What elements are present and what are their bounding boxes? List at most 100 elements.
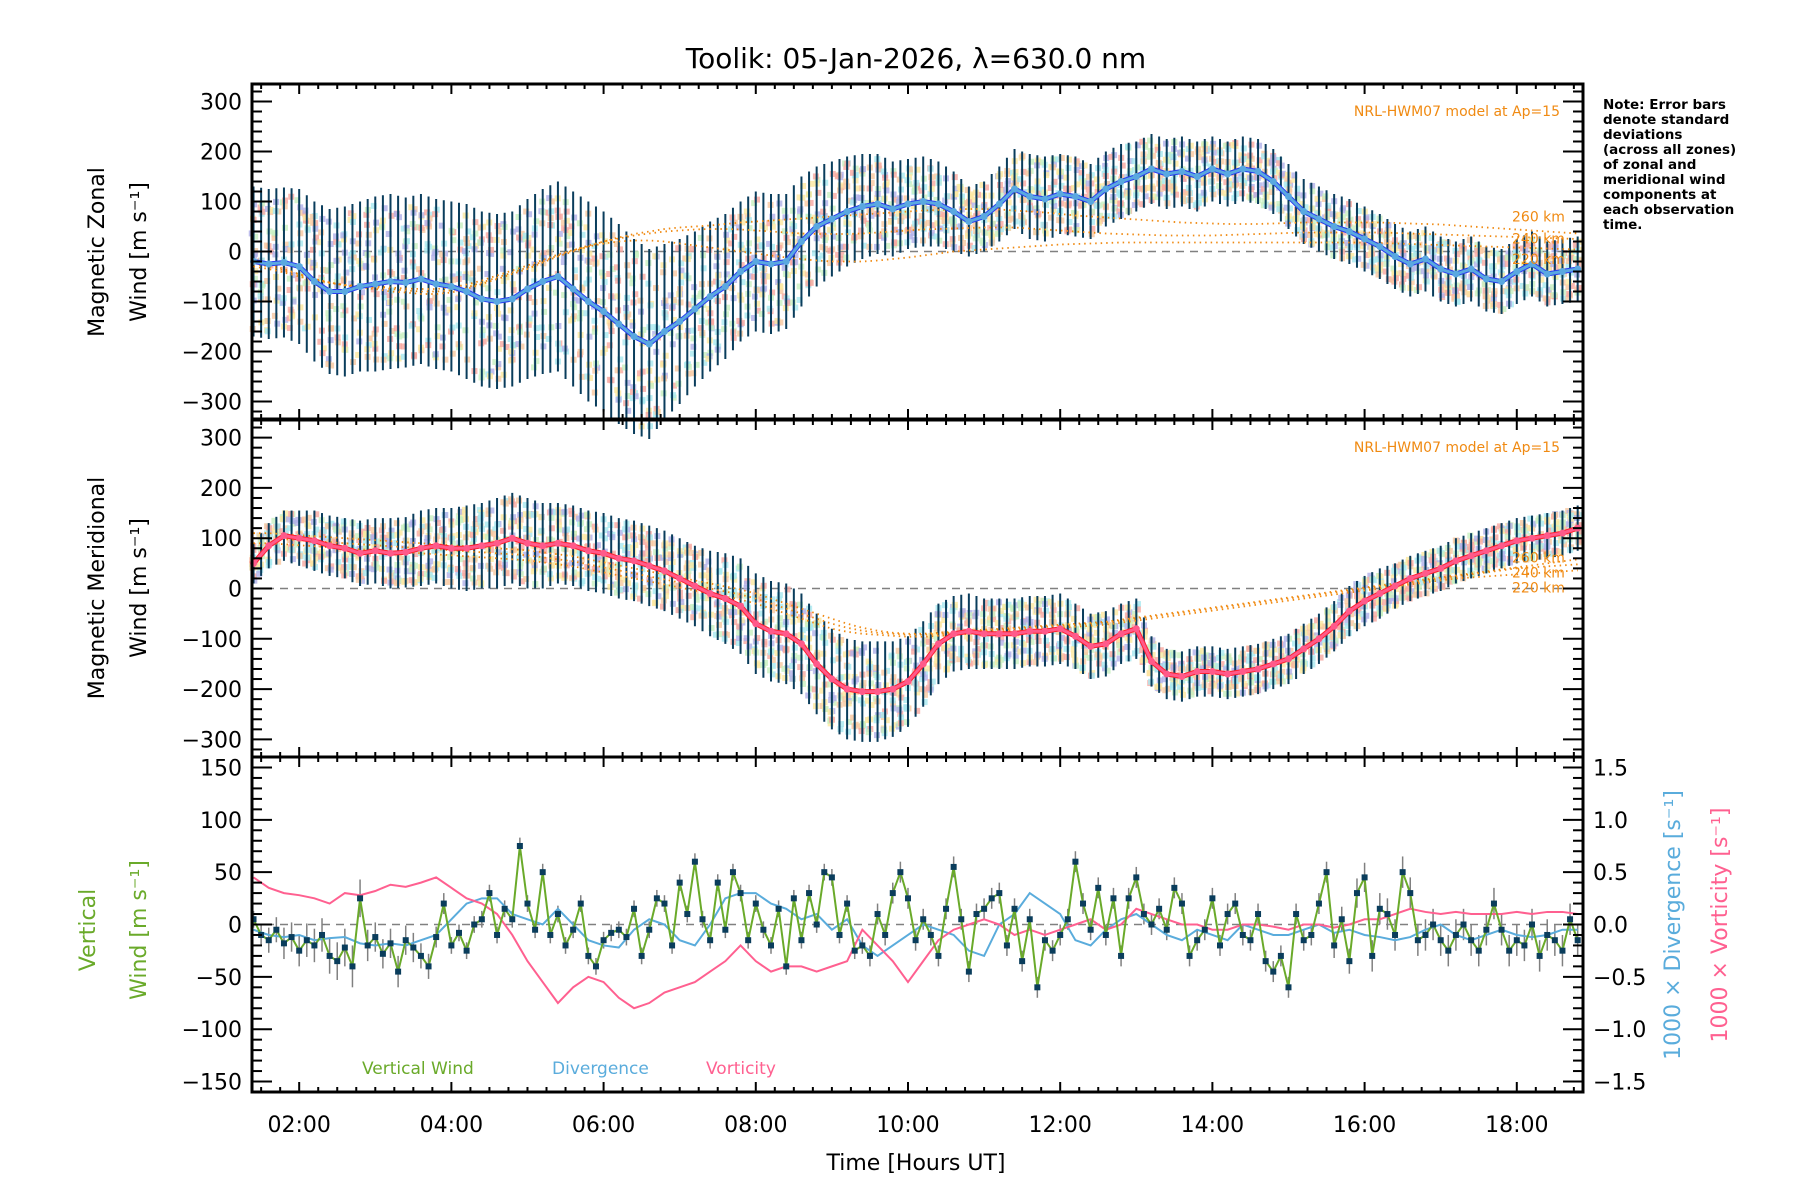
zone-point (310, 219, 317, 226)
mean-wind-point (858, 203, 866, 210)
zone-point (690, 245, 697, 252)
zone-point (1443, 240, 1450, 247)
zone-point (485, 285, 492, 292)
zone-point (510, 569, 517, 576)
zone-point (305, 540, 312, 547)
zone-point (328, 325, 335, 332)
zone-point (796, 194, 803, 201)
zone-point (827, 681, 834, 688)
zone-point (1089, 225, 1096, 232)
zone-point (1413, 243, 1420, 250)
zone-point (1147, 137, 1154, 144)
zone-point (906, 169, 913, 176)
zone-point (393, 210, 400, 217)
zone-point (1040, 191, 1047, 198)
mean-wind-point (1087, 198, 1095, 205)
zone-point (842, 651, 849, 658)
zone-point (796, 213, 803, 220)
zone-point (1036, 190, 1043, 197)
zone-point (906, 174, 913, 181)
zone-point (1119, 621, 1126, 628)
mean-wind-point (797, 238, 805, 245)
zone-point (1462, 278, 1469, 285)
zone-point (929, 678, 936, 685)
zone-point (359, 577, 366, 584)
zone-point (640, 385, 647, 392)
zone-point (271, 234, 278, 241)
zone-point (1375, 271, 1382, 278)
zone-point (1499, 255, 1506, 262)
zone-point (754, 196, 761, 203)
zone-point (1291, 176, 1298, 183)
zone-point (1302, 204, 1309, 211)
zone-point (655, 593, 662, 600)
zone-point (267, 206, 274, 213)
zone-point (469, 234, 476, 241)
zone-point (796, 283, 803, 290)
zone-point (751, 254, 758, 261)
zone-point (1294, 208, 1301, 215)
zone-point (838, 251, 845, 258)
zone-point (462, 570, 469, 577)
zone-point (484, 271, 491, 278)
zone-point (1467, 284, 1474, 291)
zone-point (1393, 245, 1400, 252)
zone-point (934, 625, 941, 632)
zone-point (609, 550, 616, 557)
zone-point (286, 525, 293, 532)
zone-point (411, 562, 418, 569)
zone-point (365, 231, 372, 238)
zone-point (736, 629, 743, 636)
zone-point (508, 542, 515, 549)
mean-wind-point (843, 208, 851, 215)
zone-point (614, 367, 621, 374)
mean-wind-point (1239, 165, 1247, 173)
zone-point (571, 274, 578, 281)
zone-point (1458, 248, 1465, 255)
zone-point (827, 260, 834, 267)
zone-point (393, 325, 400, 332)
zone-point (297, 204, 304, 211)
zone-point (637, 297, 644, 304)
zone-point (743, 580, 750, 587)
zone-point (1202, 658, 1209, 665)
zone-point (678, 279, 685, 286)
zone-point (1211, 682, 1218, 689)
zone-point (822, 706, 829, 713)
zone-point (450, 276, 457, 283)
zone-point (1538, 270, 1545, 277)
chart-title: Toolik: 05-Jan-2026, λ=630.0 nm (685, 42, 1146, 75)
zone-point (1208, 171, 1215, 178)
zone-point (447, 553, 454, 560)
zone-point (906, 233, 913, 240)
zone-point (598, 532, 605, 539)
zone-point (640, 326, 647, 333)
zone-point (735, 640, 742, 647)
zone-point (662, 592, 669, 599)
zone-point (868, 207, 875, 214)
zone-point (982, 229, 989, 236)
zone-point (563, 208, 570, 215)
zone-point (1195, 193, 1202, 200)
zone-point (305, 258, 312, 265)
zone-point (472, 219, 479, 226)
zone-point (362, 570, 369, 577)
zone-point (800, 254, 807, 261)
zone-point (1100, 611, 1107, 618)
zone-point (1172, 191, 1179, 198)
zone-point (1116, 190, 1123, 197)
zone-point (401, 267, 408, 274)
zone-point (1329, 641, 1336, 648)
zone-point (484, 534, 491, 541)
zone-point (282, 197, 289, 204)
zone-point (929, 180, 936, 187)
zone-point (540, 565, 547, 572)
zone-point (685, 301, 692, 308)
zone-point (495, 364, 502, 371)
zone-point (396, 554, 403, 561)
mean-wind-line (253, 167, 1578, 346)
zone-point (746, 225, 753, 232)
zone-point (1200, 647, 1207, 654)
zone-point (424, 535, 431, 542)
zone-point (1253, 192, 1260, 199)
